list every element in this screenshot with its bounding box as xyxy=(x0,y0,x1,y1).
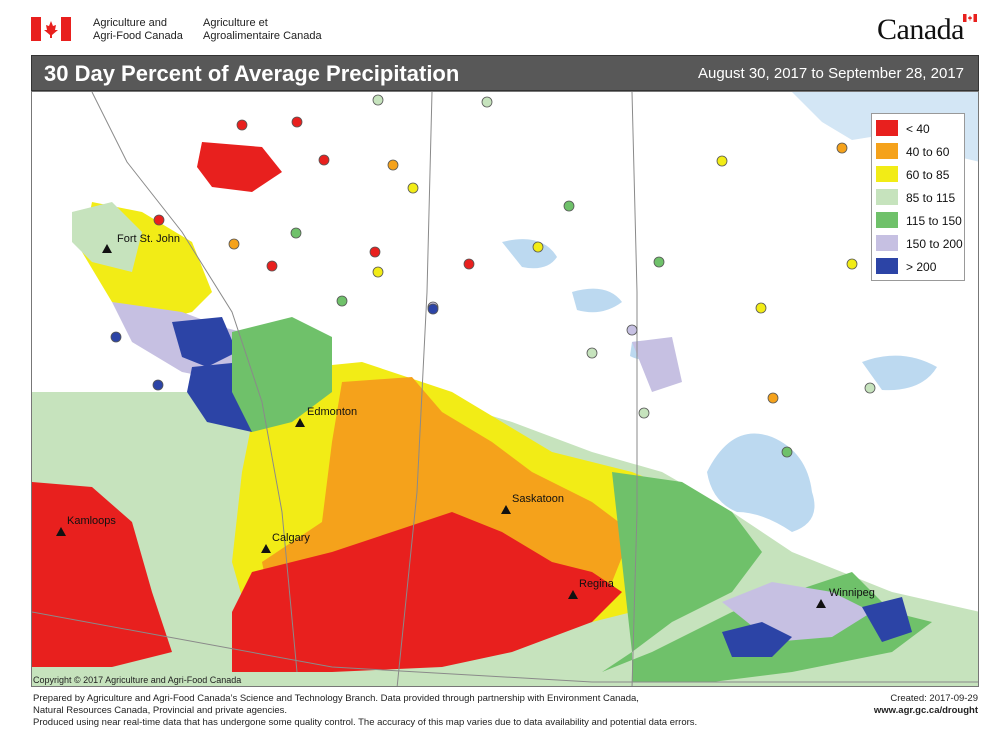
legend-swatch xyxy=(876,143,898,159)
date-range: August 30, 2017 to September 28, 2017 xyxy=(697,65,964,82)
city-label-edmonton: Edmonton xyxy=(307,406,357,418)
page-header: Agriculture and Agri-Food Canada Agricul… xyxy=(0,0,1000,52)
legend-swatch xyxy=(876,258,898,274)
legend-label: 115 to 150 xyxy=(906,214,962,228)
city-label-saskatoon: Saskatoon xyxy=(512,493,564,505)
agency-name-english: Agriculture and Agri-Food Canada xyxy=(93,17,183,43)
map-title: 30 Day Percent of Average Precipitation xyxy=(44,61,460,86)
title-bar: 30 Day Percent of Average Precipitation … xyxy=(31,55,979,91)
legend-label: 60 to 85 xyxy=(906,168,950,182)
legend-swatch xyxy=(876,235,898,251)
legend-swatch xyxy=(876,189,898,205)
city-fort-st-john: Fort St. John xyxy=(102,233,180,253)
legend-label: 150 to 200 xyxy=(906,237,963,251)
agency-name-french: Agriculture et Agroalimentaire Canada xyxy=(203,17,322,43)
province-borders xyxy=(32,92,978,686)
agency-en-line1: Agriculture and xyxy=(93,17,167,29)
legend-item: > 200 xyxy=(876,256,964,276)
legend-item: 85 to 115 xyxy=(876,187,964,207)
footer-line1: Prepared by Agriculture and Agri-Food Ca… xyxy=(33,693,639,704)
legend-item: 60 to 85 xyxy=(876,164,964,184)
footer-meta: Created: 2017-09-29 www.agr.gc.ca/drough… xyxy=(874,693,978,717)
city-label-fort-st-john: Fort St. John xyxy=(117,233,180,245)
city-kamloops: Kamloops xyxy=(56,515,116,536)
legend-label: < 40 xyxy=(906,122,930,136)
station-dots xyxy=(110,94,876,458)
wordmark-flag-icon xyxy=(963,14,977,22)
created-date: Created: 2017-09-29 xyxy=(890,693,978,704)
legend-item: 115 to 150 xyxy=(876,210,964,230)
lake-small-4 xyxy=(862,355,937,391)
canada-wordmark: Canada xyxy=(877,13,964,46)
legend-label: > 200 xyxy=(906,260,937,274)
map-legend: < 40 40 to 60 60 to 85 85 to 115 115 to … xyxy=(871,113,965,281)
city-markers: Fort St. John Edmonton Saskatoon Kamloop… xyxy=(56,233,875,608)
city-regina: Regina xyxy=(568,578,615,599)
city-calgary: Calgary xyxy=(261,532,310,553)
lake-small-1 xyxy=(502,239,557,269)
legend-item: 40 to 60 xyxy=(876,141,964,161)
legend-item: < 40 xyxy=(876,118,964,138)
website-link[interactable]: www.agr.gc.ca/drought xyxy=(873,705,978,716)
footer-notes: Prepared by Agriculture and Agri-Food Ca… xyxy=(33,693,813,729)
city-label-winnipeg: Winnipeg xyxy=(829,587,875,599)
canada-flag-icon xyxy=(31,17,71,41)
agency-fr-line2: Agroalimentaire Canada xyxy=(203,30,322,42)
city-saskatoon: Saskatoon xyxy=(501,493,564,514)
legend-swatch xyxy=(876,120,898,136)
lake-winnipeg xyxy=(707,433,815,532)
footer-line2: Natural Resources Canada, Provincial and… xyxy=(33,705,287,716)
city-edmonton: Edmonton xyxy=(295,406,357,427)
precip-field xyxy=(32,142,978,686)
legend-swatch xyxy=(876,212,898,228)
precipitation-map: Fort St. John Edmonton Saskatoon Kamloop… xyxy=(31,91,979,687)
legend-label: 40 to 60 xyxy=(906,145,950,159)
map-canvas: Fort St. John Edmonton Saskatoon Kamloop… xyxy=(32,92,978,686)
legend-label: 85 to 115 xyxy=(906,191,956,205)
footer-line3: Produced using near real-time data that … xyxy=(33,717,698,728)
lake-small-2 xyxy=(572,288,622,313)
city-label-regina: Regina xyxy=(579,578,615,590)
legend-swatch xyxy=(876,166,898,182)
copyright-notice: Copyright © 2017 Agriculture and Agri-Fo… xyxy=(33,675,242,685)
legend-item: 150 to 200 xyxy=(876,233,964,253)
city-label-kamloops: Kamloops xyxy=(67,515,116,527)
city-label-calgary: Calgary xyxy=(272,532,310,544)
agency-fr-line1: Agriculture et xyxy=(203,17,268,29)
city-winnipeg: Winnipeg xyxy=(816,587,875,608)
agency-en-line2: Agri-Food Canada xyxy=(93,30,183,42)
